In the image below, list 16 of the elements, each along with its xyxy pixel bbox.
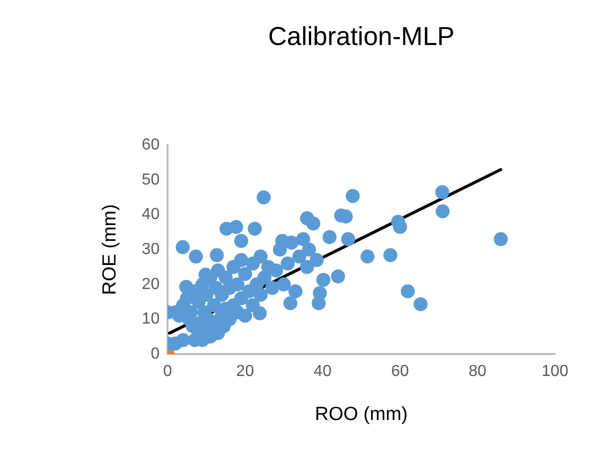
y-tick-label: 30: [142, 241, 160, 258]
x-tick-label: 80: [468, 363, 487, 380]
x-axis-title: ROO (mm): [314, 404, 408, 425]
x-tick-label: 0: [163, 363, 172, 380]
y-tick-label: 0: [150, 345, 160, 362]
x-tick-label: 100: [542, 363, 568, 380]
y-axis-title: ROE (mm): [100, 204, 121, 295]
x-tick-label: 20: [236, 363, 254, 380]
y-tick-label: 60: [142, 136, 160, 154]
x-tick-label: 60: [391, 363, 410, 380]
y-tick-label: 50: [142, 171, 160, 188]
chart-title: Calibration-MLP: [268, 20, 454, 51]
y-tick-label: 20: [142, 276, 160, 293]
y-tick-label: 40: [142, 206, 160, 224]
x-tick-label: 40: [314, 363, 332, 380]
y-tick-label: 10: [142, 310, 160, 328]
